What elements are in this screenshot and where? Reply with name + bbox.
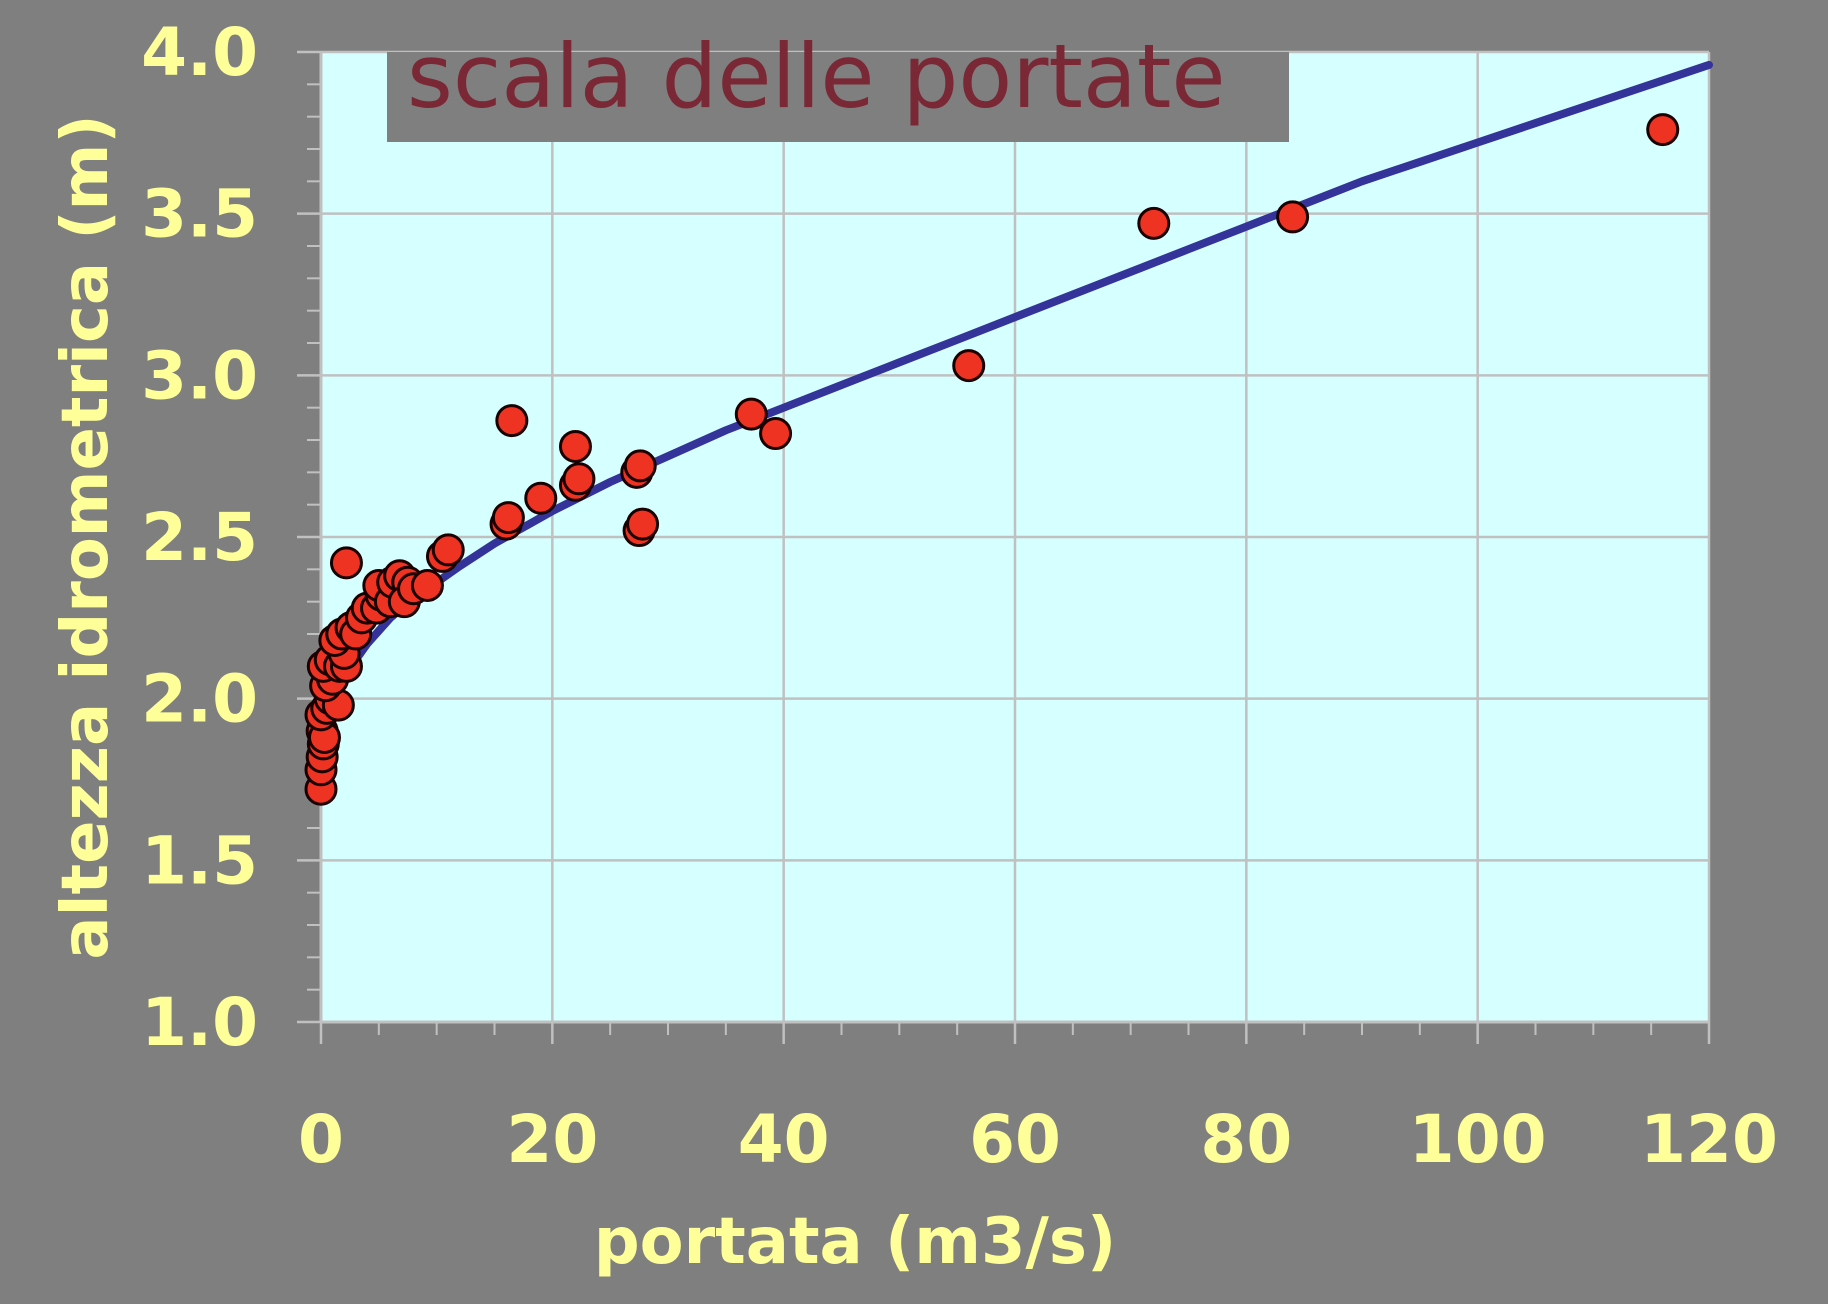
- y-tick-label: 2.0: [141, 661, 258, 738]
- data-point: [491, 501, 525, 535]
- data-point: [952, 349, 986, 383]
- data-point: [524, 481, 558, 515]
- data-point: [1646, 113, 1680, 147]
- measurement-points: [304, 113, 1680, 806]
- y-tick-label: 2.5: [141, 499, 258, 576]
- y-axis-title: altezza idrometrica (m): [49, 114, 123, 959]
- data-point: [562, 462, 596, 496]
- x-axis-title: portata (m3/s): [594, 1205, 1116, 1279]
- title-box: [387, 52, 1289, 142]
- data-point: [431, 533, 465, 567]
- x-tick-label: 80: [1200, 1101, 1292, 1178]
- x-tick-labels: 0 20 40 60 80 100 120: [298, 1101, 1778, 1178]
- y-tick-label: 4.0: [141, 14, 258, 91]
- y-tick-label: 3.0: [141, 337, 258, 414]
- y-tick-label: 1.0: [141, 984, 258, 1061]
- x-tick-label: 20: [506, 1101, 598, 1178]
- y-tick-labels: 1.0 1.5 2.0 2.5 3.0 3.5 4.0: [141, 14, 258, 1061]
- data-point: [329, 546, 363, 580]
- x-tick-label: 60: [969, 1101, 1061, 1178]
- data-point: [623, 449, 657, 483]
- x-tick-label: 40: [738, 1101, 830, 1178]
- data-point: [1137, 206, 1171, 240]
- y-tick-label: 1.5: [141, 822, 258, 899]
- data-point: [759, 417, 793, 451]
- data-point: [626, 507, 660, 541]
- y-tick-label: 3.5: [141, 176, 258, 253]
- data-point: [410, 569, 444, 602]
- chart-title-box: scala delle portate: [387, 25, 1289, 142]
- chart-title: scala delle portate: [407, 25, 1225, 128]
- data-point: [558, 429, 592, 463]
- x-tick-label: 100: [1409, 1101, 1547, 1178]
- data-point: [1276, 200, 1310, 234]
- axes: [297, 50, 1711, 1044]
- x-tick-label: 0: [298, 1101, 344, 1178]
- data-point: [495, 404, 529, 438]
- data-point: [734, 397, 768, 431]
- x-tick-label: 120: [1640, 1101, 1778, 1178]
